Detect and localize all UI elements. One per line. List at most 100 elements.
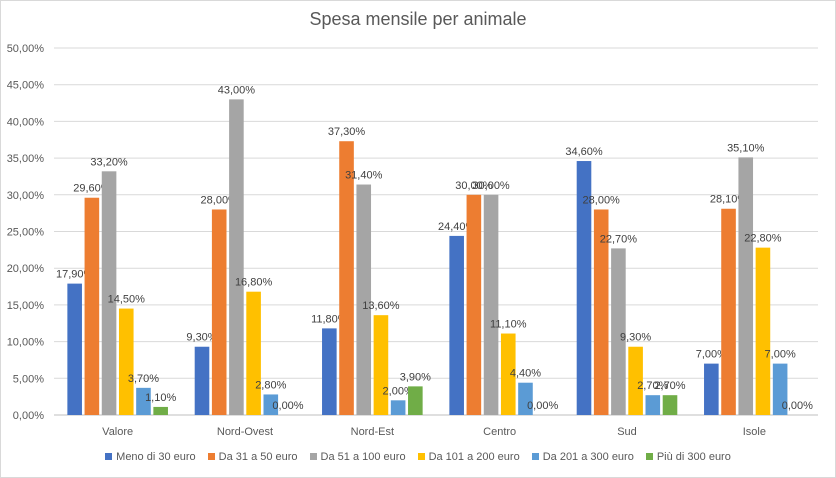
bar — [466, 194, 482, 415]
legend-label: Meno di 30 euro — [116, 451, 196, 463]
bar — [246, 291, 261, 415]
bar — [576, 161, 592, 415]
data-label: 28,00% — [583, 194, 621, 206]
data-label: 2,70% — [654, 380, 685, 392]
data-label: 35,10% — [727, 142, 765, 154]
data-label: 24,40% — [438, 221, 476, 233]
legend-item: Da 201 a 300 euro — [531, 451, 634, 463]
bar — [408, 386, 423, 415]
legend-item: Più di 300 euro — [645, 451, 731, 463]
data-label: 9,30% — [620, 332, 651, 344]
chart-title: Spesa mensile per animale — [309, 9, 527, 29]
bar — [755, 247, 771, 415]
bar — [67, 283, 82, 415]
legend-item: Da 51 a 100 euro — [309, 451, 406, 463]
y-tick-label: 50,00% — [7, 43, 45, 55]
data-label: 7,00% — [696, 349, 727, 361]
bar — [194, 346, 210, 415]
legend-label: Da 201 a 300 euro — [542, 451, 634, 463]
data-label: 22,70% — [600, 233, 638, 245]
bar — [322, 328, 337, 415]
bar — [772, 363, 788, 415]
legend-swatch — [105, 453, 113, 460]
data-label: 0,00% — [782, 400, 813, 412]
y-tick-label: 15,00% — [7, 300, 45, 312]
data-label: 28,10% — [710, 194, 748, 206]
bar — [483, 194, 499, 415]
x-category-label: Sud — [617, 426, 637, 438]
legend: Meno di 30 euro Da 31 a 50 euro Da 51 a 10… — [0, 451, 836, 463]
bar — [645, 395, 661, 415]
bar — [704, 363, 719, 415]
bar — [84, 197, 100, 415]
data-label: 9,30% — [186, 332, 217, 344]
data-label: 2,80% — [255, 379, 286, 391]
data-label: 30,00% — [472, 180, 510, 192]
data-label: 4,40% — [510, 368, 541, 380]
data-label: 31,40% — [345, 170, 383, 182]
bar — [662, 395, 678, 415]
y-tick-label: 40,00% — [7, 116, 45, 128]
bar — [738, 157, 754, 415]
bar — [390, 400, 406, 415]
data-label: 16,80% — [235, 277, 273, 289]
data-label: 0,00% — [272, 400, 303, 412]
x-category-label: Nord-Ovest — [217, 426, 273, 438]
data-label: 13,60% — [362, 300, 400, 312]
bar — [628, 346, 643, 415]
bar — [118, 308, 134, 415]
data-label: 14,50% — [108, 294, 146, 306]
y-tick-label: 35,00% — [7, 153, 45, 165]
bar — [449, 235, 464, 415]
data-label: 1,10% — [145, 392, 176, 404]
x-category-label: Centro — [483, 426, 516, 438]
bar — [593, 209, 609, 415]
legend-label: Da 101 a 200 euro — [428, 451, 520, 463]
bar — [101, 171, 117, 415]
legend-label: Da 31 a 50 euro — [218, 451, 298, 463]
data-label: 3,70% — [128, 373, 159, 385]
bar — [611, 248, 626, 415]
legend-item: Da 101 a 200 euro — [417, 451, 520, 463]
bar — [153, 406, 168, 415]
y-tick-label: 30,00% — [7, 190, 45, 202]
data-label: 29,60% — [73, 183, 111, 195]
legend-swatch — [531, 453, 539, 460]
data-label: 43,00% — [218, 84, 256, 96]
data-label: 33,20% — [90, 156, 128, 168]
x-category-label: Isole — [743, 426, 766, 438]
y-tick-label: 10,00% — [7, 337, 45, 349]
y-tick-label: 0,00% — [13, 410, 44, 422]
bar — [721, 208, 736, 415]
bar — [229, 99, 244, 415]
legend-swatch — [645, 453, 653, 460]
bar — [136, 387, 151, 415]
bar — [339, 141, 354, 415]
legend-label: Da 51 a 100 euro — [320, 451, 406, 463]
y-tick-label: 45,00% — [7, 80, 45, 92]
x-category-label: Nord-Est — [351, 426, 394, 438]
data-label: 28,00% — [201, 194, 239, 206]
y-tick-label: 5,00% — [13, 373, 44, 385]
data-label: 30,00% — [455, 180, 493, 192]
legend-swatch — [309, 453, 317, 460]
bar — [373, 315, 389, 415]
data-label: 0,00% — [527, 400, 558, 412]
data-label: 11,80% — [311, 313, 348, 325]
y-tick-label: 20,00% — [7, 263, 45, 275]
legend-item: Da 31 a 50 euro — [207, 451, 298, 463]
legend-item: Meno di 30 euro — [105, 451, 196, 463]
legend-swatch — [417, 453, 425, 460]
bar — [263, 394, 279, 415]
legend-swatch — [207, 453, 215, 460]
data-label: 34,60% — [565, 146, 603, 158]
data-label: 3,90% — [400, 371, 431, 383]
bar — [500, 333, 516, 415]
x-category-label: Valore — [102, 426, 133, 438]
legend-label: Più di 300 euro — [656, 451, 731, 463]
data-label: 11,10% — [490, 319, 527, 331]
data-label: 22,80% — [744, 233, 782, 245]
bar — [518, 382, 533, 415]
data-label: 2,00% — [383, 385, 414, 397]
